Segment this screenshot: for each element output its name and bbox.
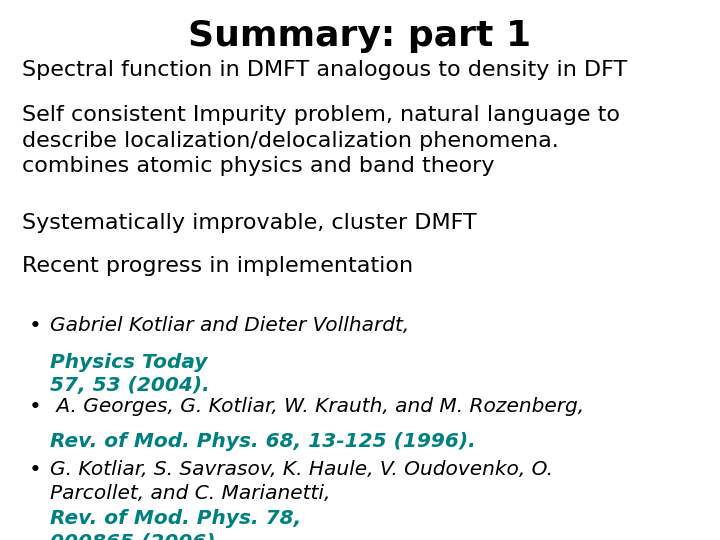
Text: Gabriel Kotliar and Dieter Vollhardt,: Gabriel Kotliar and Dieter Vollhardt, <box>50 316 416 335</box>
Text: Self consistent Impurity problem, natural language to
describe localization/delo: Self consistent Impurity problem, natura… <box>22 105 620 177</box>
Text: A. Georges, G. Kotliar, W. Krauth, and M. Rozenberg,: A. Georges, G. Kotliar, W. Krauth, and M… <box>50 397 585 416</box>
Text: Spectral function in DMFT analogous to density in DFT: Spectral function in DMFT analogous to d… <box>22 60 627 80</box>
Text: Summary: part 1: Summary: part 1 <box>189 19 531 53</box>
Text: G. Kotliar, S. Savrasov, K. Haule, V. Oudovenko, O.
Parcollet, and C. Marianetti: G. Kotliar, S. Savrasov, K. Haule, V. Ou… <box>50 460 554 503</box>
Text: Systematically improvable, cluster DMFT: Systematically improvable, cluster DMFT <box>22 213 477 233</box>
Text: •: • <box>29 460 42 480</box>
Text: Rev. of Mod. Phys. 78,
000865 (2006).: Rev. of Mod. Phys. 78, 000865 (2006). <box>50 509 302 540</box>
Text: Physics Today
57, 53 (2004).: Physics Today 57, 53 (2004). <box>50 353 210 395</box>
Text: •: • <box>29 316 42 336</box>
Text: Recent progress in implementation: Recent progress in implementation <box>22 256 413 276</box>
Text: •: • <box>29 397 42 417</box>
Text: Rev. of Mod. Phys. 68, 13-125 (1996).: Rev. of Mod. Phys. 68, 13-125 (1996). <box>50 432 476 451</box>
